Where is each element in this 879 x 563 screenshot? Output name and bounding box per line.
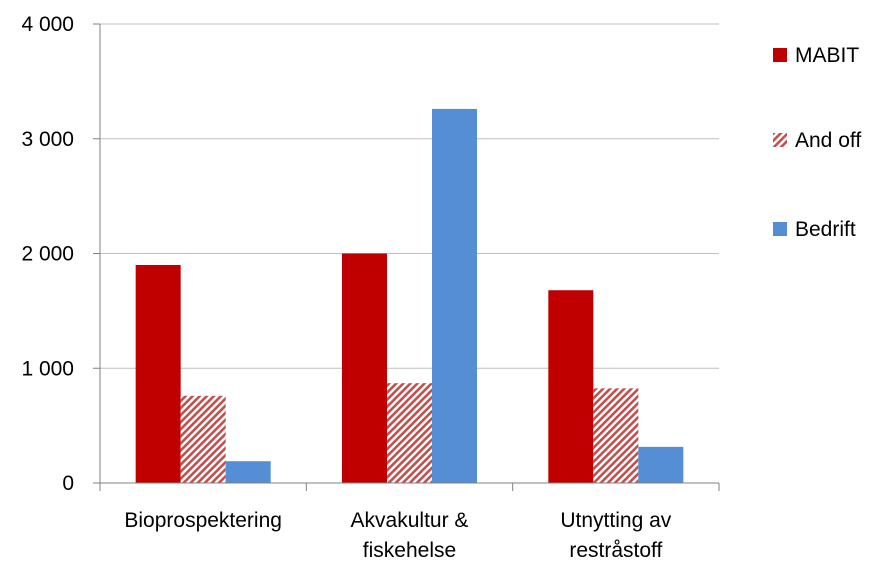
x-axis-category-labels: Bioprospektering Akvakultur & fiskehelse Ut… [124, 509, 671, 562]
bar-mabit [135, 264, 181, 483]
legend: MABIT And off Bedrift [773, 44, 861, 241]
legend-label: Bedrift [795, 218, 856, 241]
y-tick-label: 3 000 [21, 128, 74, 151]
legend-swatch-bedrift [773, 222, 787, 236]
bar-and-off [593, 388, 639, 483]
y-tick-label: 0 [62, 472, 74, 495]
axes [93, 23, 720, 491]
legend-label: And off [795, 129, 861, 152]
y-tick-label: 2 000 [21, 243, 74, 266]
x-category-label: Bioprospektering [124, 509, 282, 532]
bar-mabit [342, 253, 387, 483]
y-tick-label: 1 000 [21, 357, 74, 380]
bar-bedrift [225, 461, 271, 483]
y-tick-label: 4 000 [21, 13, 74, 36]
gridlines [100, 23, 719, 369]
legend-swatch-mabit [773, 48, 787, 62]
legend-swatch-and-off [773, 133, 787, 147]
bars [135, 108, 684, 483]
x-category-label: Utnytting av restråstoff [560, 509, 671, 562]
bar-mabit [548, 290, 594, 483]
bar-and-off [387, 383, 432, 483]
bar-and-off [180, 395, 226, 483]
bar-bedrift [432, 108, 477, 483]
x-category-label: Akvakultur & fiskehelse [351, 509, 469, 562]
legend-label: MABIT [795, 44, 859, 67]
bar-bedrift [638, 446, 684, 483]
y-axis-tick-labels: 0 1 000 2 000 3 000 4 000 [21, 13, 74, 495]
